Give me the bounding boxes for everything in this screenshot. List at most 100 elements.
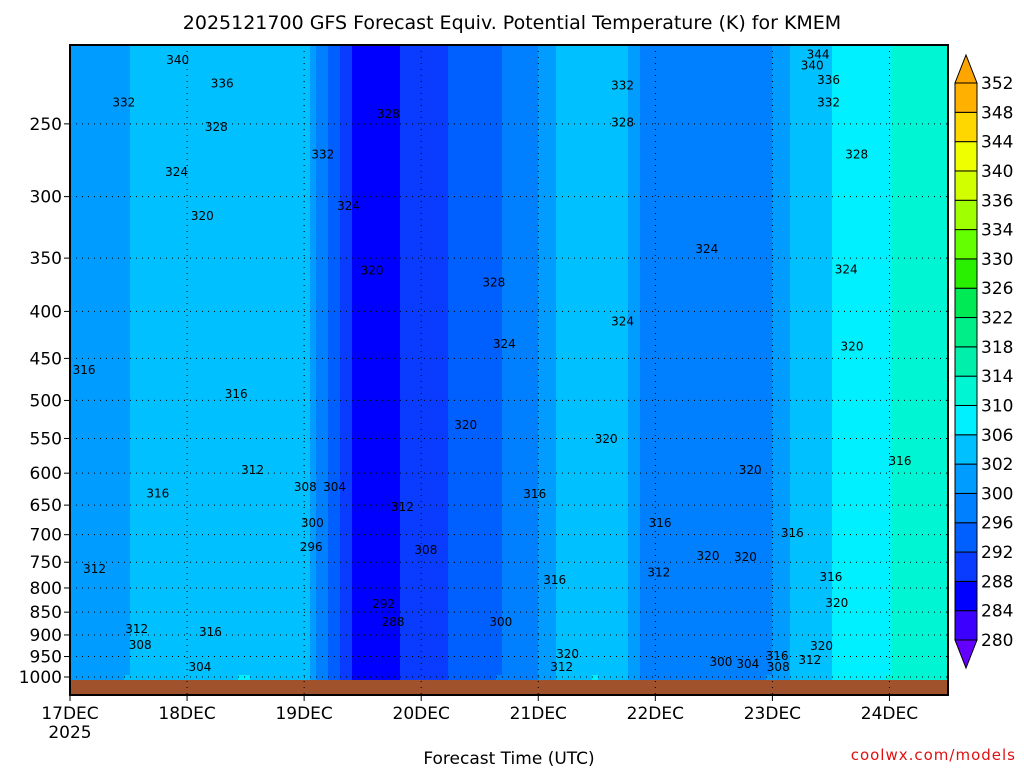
heatmap-cell [124, 483, 131, 490]
heatmap-cell [130, 135, 137, 142]
heatmap-cell [322, 249, 329, 256]
heatmap-cell [94, 639, 101, 646]
heatmap-cell [208, 87, 215, 94]
heatmap-cell [226, 255, 233, 262]
heatmap-cell [238, 237, 245, 244]
heatmap-cell [280, 435, 287, 442]
heatmap-cell [118, 543, 125, 550]
heatmap-cell [112, 297, 119, 304]
heatmap-cell [322, 195, 329, 202]
heatmap-cell [292, 165, 299, 172]
heatmap-cell [178, 405, 185, 412]
heatmap-cell [286, 459, 293, 466]
heatmap-cell [94, 81, 101, 88]
heatmap-cell [304, 279, 311, 286]
heatmap-cell [334, 591, 341, 598]
heatmap-cell [106, 327, 113, 334]
heatmap-cell [70, 417, 77, 424]
heatmap-cell [142, 411, 149, 418]
heatmap-cell [262, 105, 269, 112]
heatmap-cell [262, 303, 269, 310]
heatmap-cell [292, 273, 299, 280]
heatmap-cell [292, 195, 299, 202]
heatmap-cell [226, 675, 233, 682]
heatmap-cell [232, 81, 239, 88]
heatmap-cell [112, 495, 119, 502]
heatmap-cell [310, 357, 317, 364]
heatmap-cell [304, 351, 311, 358]
heatmap-cell [106, 297, 113, 304]
heatmap-cell [202, 93, 209, 100]
heatmap-cell [262, 555, 269, 562]
heatmap-cell [214, 639, 221, 646]
heatmap-cell [304, 381, 311, 388]
heatmap-cell [70, 567, 77, 574]
heatmap-cell [172, 669, 179, 676]
heatmap-cell [292, 531, 299, 538]
heatmap-cell [202, 441, 209, 448]
heatmap-cell [82, 537, 89, 544]
heatmap-cell [292, 549, 299, 556]
heatmap-cell [148, 87, 155, 94]
heatmap-cell [142, 111, 149, 118]
heatmap-cell [112, 555, 119, 562]
heatmap-cell [244, 135, 251, 142]
heatmap-cell [226, 429, 233, 436]
heatmap-cell [268, 201, 275, 208]
heatmap-cell [82, 393, 89, 400]
heatmap-cell [328, 561, 335, 568]
heatmap-cell [322, 315, 329, 322]
heatmap-cell [142, 105, 149, 112]
heatmap-cell [286, 351, 293, 358]
heatmap-cell [160, 627, 167, 634]
heatmap-cell [118, 471, 125, 478]
heatmap-cell [76, 429, 83, 436]
heatmap-cell [298, 339, 305, 346]
heatmap-cell [208, 81, 215, 88]
heatmap-cell [316, 177, 323, 184]
heatmap-cell [310, 45, 317, 52]
heatmap-cell [196, 645, 203, 652]
heatmap-cell [124, 357, 131, 364]
heatmap-cell [238, 465, 245, 472]
heatmap-cell [220, 267, 227, 274]
heatmap-cell [196, 441, 203, 448]
heatmap-cell [274, 657, 281, 664]
heatmap-cell [334, 669, 341, 676]
heatmap-cell [268, 111, 275, 118]
heatmap-cell [322, 369, 329, 376]
heatmap-cell [244, 387, 251, 394]
heatmap-cell [130, 591, 137, 598]
heatmap-cell [190, 579, 197, 586]
heatmap-cell [208, 465, 215, 472]
heatmap-cell [196, 597, 203, 604]
heatmap-cell [148, 321, 155, 328]
heatmap-cell [304, 657, 311, 664]
heatmap-cell [298, 297, 305, 304]
heatmap-cell [226, 339, 233, 346]
heatmap-cell [244, 567, 251, 574]
heatmap-cell [166, 525, 173, 532]
heatmap-cell [334, 435, 341, 442]
heatmap-cell [334, 675, 341, 682]
heatmap-cell [190, 375, 197, 382]
heatmap-cell [112, 375, 119, 382]
heatmap-cell [250, 93, 257, 100]
heatmap-cell [310, 345, 317, 352]
heatmap-cell [226, 69, 233, 76]
heatmap-cell [88, 471, 95, 478]
heatmap-cell [142, 645, 149, 652]
heatmap-cell [256, 549, 263, 556]
heatmap-cell [130, 615, 137, 622]
heatmap-cell [334, 249, 341, 256]
heatmap-cell [316, 561, 323, 568]
heatmap-cell [148, 111, 155, 118]
heatmap-cell [70, 573, 77, 580]
heatmap-cell [208, 489, 215, 496]
heatmap-cell [298, 177, 305, 184]
heatmap-cell [106, 129, 113, 136]
heatmap-cell [190, 249, 197, 256]
heatmap-cell [340, 255, 347, 262]
heatmap-cell [214, 231, 221, 238]
heatmap-cell [148, 537, 155, 544]
